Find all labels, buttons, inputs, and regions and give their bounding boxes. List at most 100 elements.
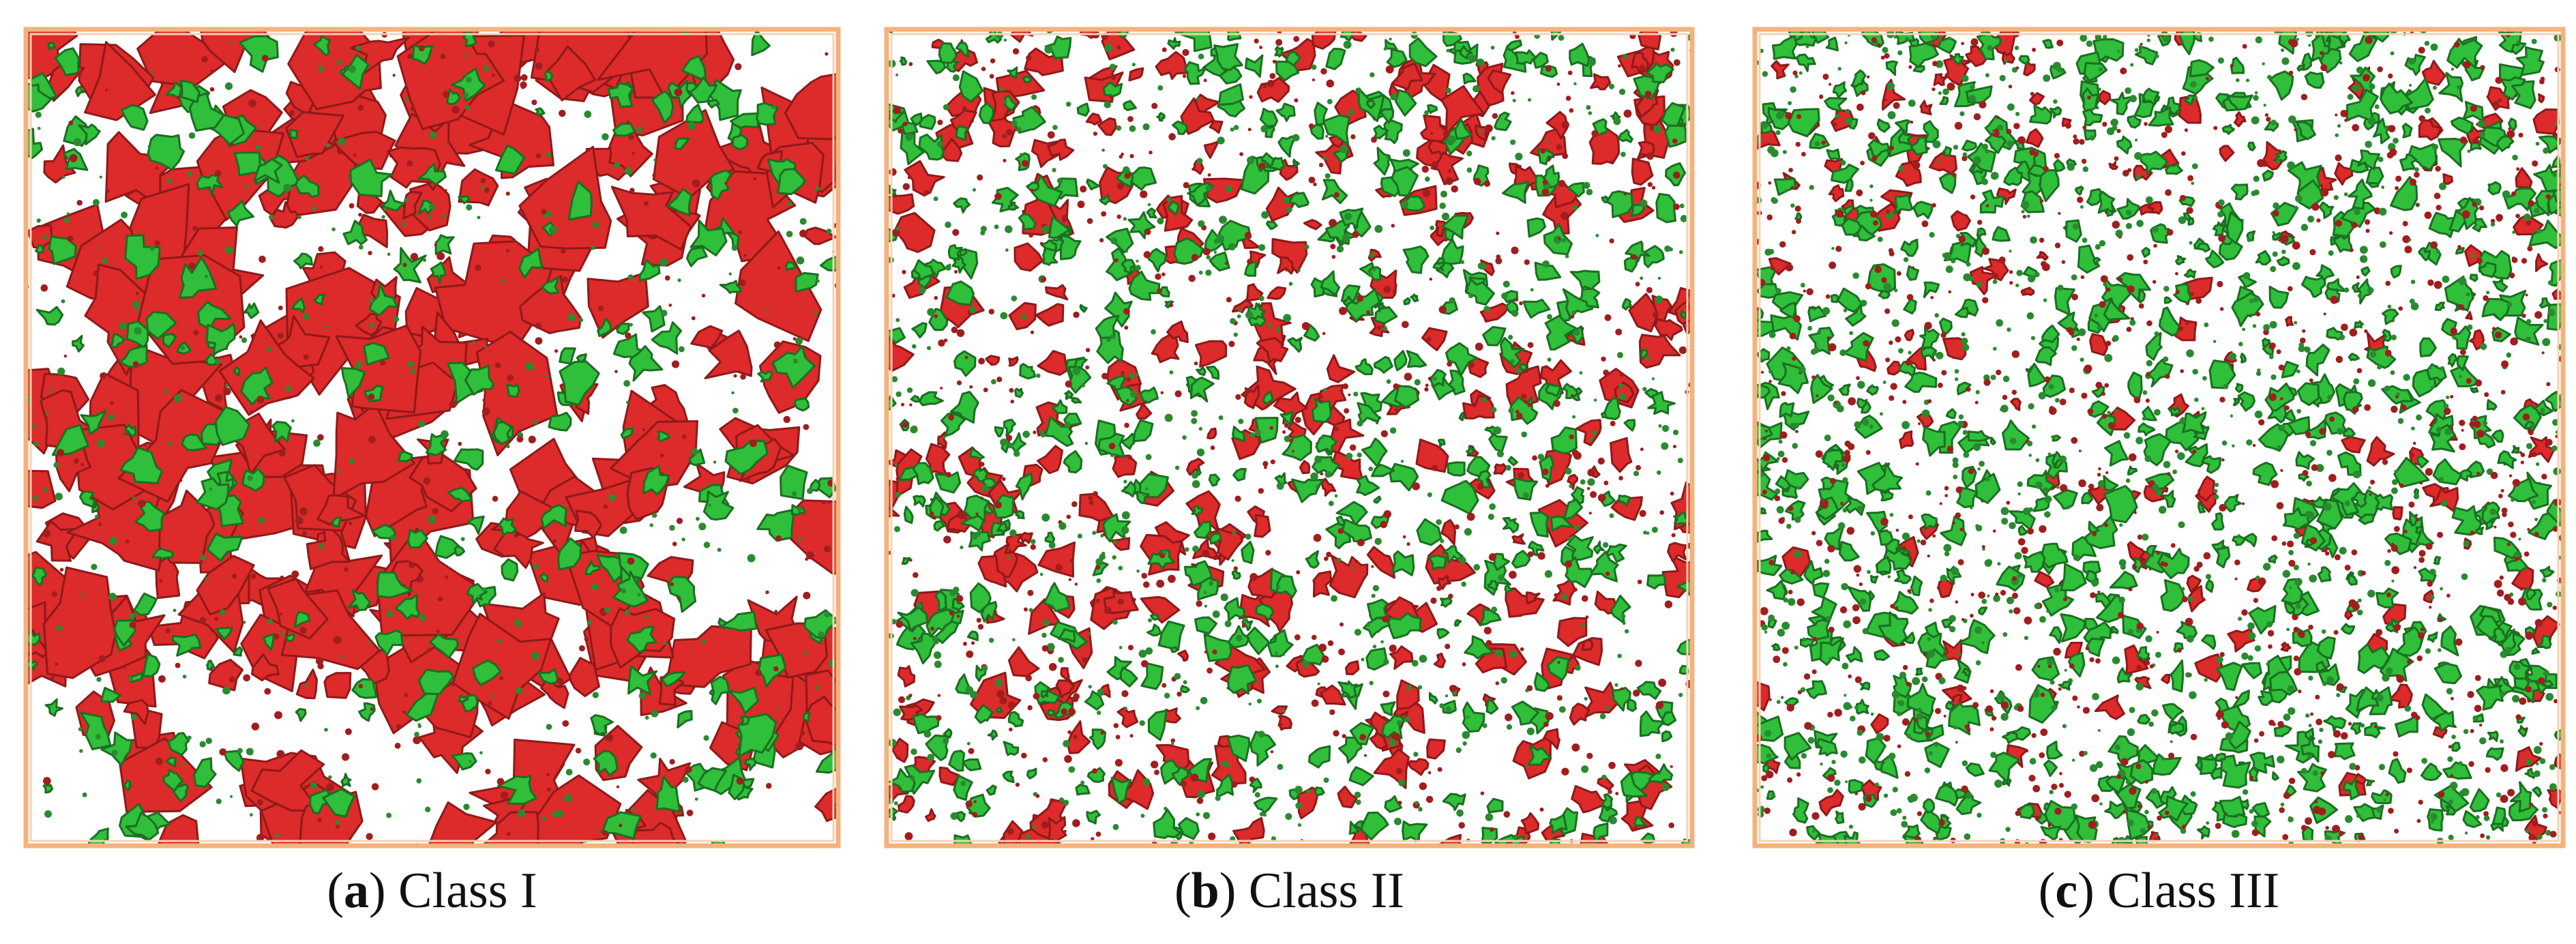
speck <box>1835 113 1840 119</box>
speck <box>2259 731 2265 737</box>
speck <box>2027 527 2034 535</box>
speck <box>1323 777 1329 783</box>
speck <box>1191 254 1199 261</box>
speck <box>1927 399 1932 404</box>
speck <box>418 420 426 428</box>
pore <box>1421 327 1448 351</box>
pore <box>2451 325 2472 350</box>
speck <box>2546 382 2551 387</box>
speck <box>1996 115 2000 119</box>
speck <box>1952 521 1956 525</box>
speck <box>2425 542 2433 550</box>
speck <box>2526 443 2533 449</box>
pore <box>1486 797 1504 814</box>
speck <box>1276 482 1284 490</box>
pore <box>192 757 217 788</box>
speck <box>1401 321 1409 329</box>
speck <box>1188 274 1196 282</box>
speck <box>1369 681 1374 685</box>
pore <box>2455 247 2465 255</box>
speck <box>2393 751 2399 757</box>
pore <box>793 398 810 412</box>
speck <box>1294 98 1299 103</box>
speck <box>2286 628 2290 632</box>
speck <box>2203 552 2211 560</box>
pore <box>1976 29 2002 61</box>
speck <box>174 394 182 402</box>
speck <box>956 380 962 385</box>
pore <box>1026 181 1039 192</box>
speck <box>1275 651 1278 655</box>
pore <box>2311 496 2328 509</box>
pore <box>2053 158 2066 173</box>
speck <box>102 258 108 264</box>
speck <box>929 511 934 516</box>
speck <box>228 41 232 44</box>
pore <box>685 103 705 123</box>
pore <box>2442 761 2472 780</box>
pore <box>1099 194 1110 206</box>
speck <box>1862 628 1869 634</box>
speck <box>1213 250 1217 254</box>
pore <box>458 168 499 207</box>
pore <box>994 426 1004 438</box>
pore <box>540 503 567 530</box>
pore <box>724 439 769 475</box>
pore <box>985 355 1001 366</box>
speck <box>2187 175 2194 181</box>
speck <box>1633 471 1640 477</box>
pore <box>590 713 614 735</box>
speck <box>1795 141 1801 147</box>
speck <box>1087 632 1091 636</box>
pore <box>1253 797 1278 814</box>
speck <box>2500 795 2508 803</box>
speck <box>2010 437 2017 445</box>
speck <box>945 264 951 271</box>
pore <box>1922 426 1946 457</box>
speck <box>180 345 186 351</box>
speck <box>1431 161 1439 169</box>
pore <box>1274 46 1284 58</box>
pore <box>1394 385 1420 409</box>
speck <box>1118 565 1123 571</box>
pore <box>2539 565 2555 578</box>
speck <box>2433 192 2441 200</box>
speck <box>1033 430 1037 434</box>
speck <box>2127 628 2134 635</box>
speck <box>2049 789 2054 795</box>
speck <box>2147 825 2152 829</box>
speck <box>1644 91 1652 98</box>
speck <box>2358 834 2365 840</box>
speck <box>358 683 364 689</box>
speck <box>2356 368 2363 374</box>
speck <box>2451 68 2455 71</box>
speck <box>1585 615 1589 619</box>
speck <box>2281 249 2286 254</box>
speck <box>1383 659 1389 665</box>
speck <box>970 690 978 699</box>
pore <box>371 523 397 540</box>
speck <box>2369 493 2372 497</box>
pore <box>1374 306 1398 325</box>
speck <box>1522 492 1529 499</box>
speck <box>1652 312 1659 319</box>
pore <box>1893 194 1914 215</box>
pore <box>2532 786 2543 797</box>
speck <box>2257 577 2266 586</box>
speck <box>1518 472 1524 479</box>
pore <box>91 503 100 514</box>
speck <box>1393 817 1402 825</box>
pore <box>1806 825 1821 841</box>
pore <box>1563 499 1584 520</box>
speck <box>2384 385 2390 392</box>
pore <box>1866 510 1888 533</box>
speck <box>2242 502 2245 505</box>
speck <box>1140 660 1149 668</box>
speck <box>1063 799 1069 806</box>
speck <box>1789 828 1797 837</box>
pore <box>1610 437 1633 473</box>
speck <box>1997 562 2001 566</box>
speck <box>1196 448 1205 457</box>
speck <box>2039 752 2045 758</box>
pore <box>1213 43 1243 72</box>
